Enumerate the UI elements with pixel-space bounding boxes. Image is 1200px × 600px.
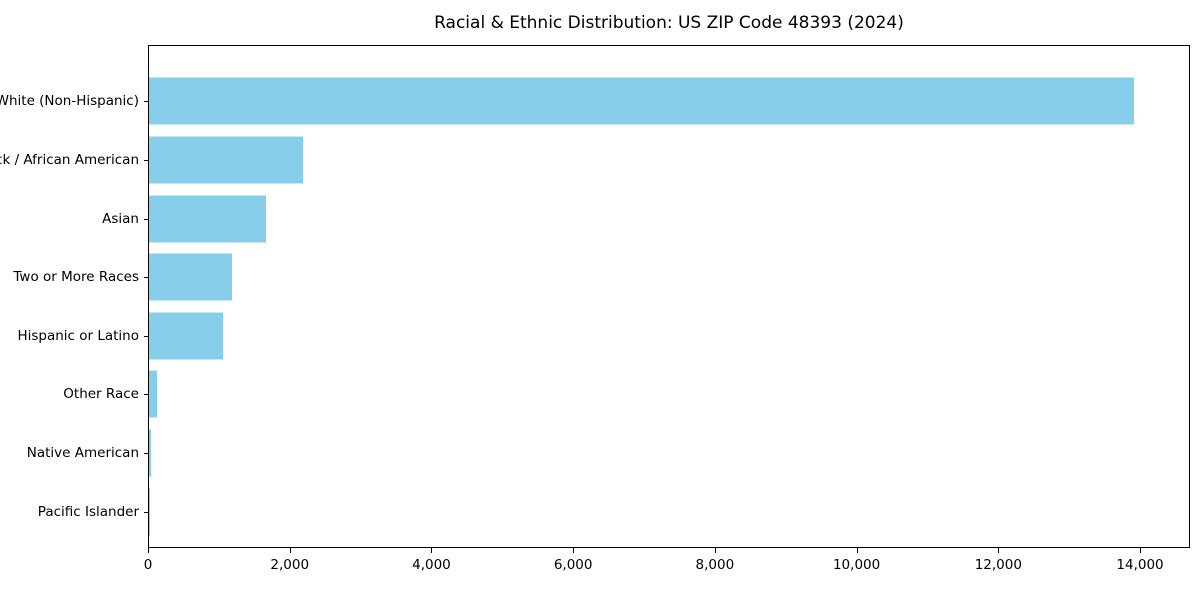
x-axis-tick-label: 10,000	[832, 557, 881, 573]
x-axis-tick-label: 2,000	[270, 557, 310, 573]
y-axis-label-black-african-american: Black / African American	[0, 151, 139, 168]
x-axis-tick-label: 8,000	[695, 557, 735, 573]
x-axis-tick	[998, 548, 1000, 553]
x-axis-tick-label: 14,000	[1116, 557, 1164, 573]
x-axis-tick	[1140, 548, 1142, 553]
chart-row: Asian	[102, 189, 1189, 248]
plot-area: White (Non-Hispanic) Black / African Amer…	[0, 45, 1190, 548]
bar-other-race	[149, 370, 157, 418]
bar-black-african-american	[149, 136, 304, 184]
y-axis-tick	[144, 277, 149, 279]
x-axis-tick-label: 6,000	[553, 557, 593, 573]
chart-row: Two or More Races	[13, 248, 1189, 307]
y-axis-label-asian: Asian	[102, 210, 139, 227]
y-axis-label-other-race: Other Race	[63, 386, 139, 403]
y-axis-tick	[144, 394, 149, 396]
x-axis-tick	[431, 548, 433, 553]
x-axis-tick-label: 12,000	[974, 557, 1022, 573]
bar-rows-container: White (Non-Hispanic) Black / African Amer…	[0, 46, 1189, 547]
x-axis-tick	[573, 548, 575, 553]
chart-row: Pacific Islander	[38, 482, 1189, 541]
bar-two-or-more-races	[149, 253, 233, 301]
y-axis-label-white-non-hispanic: White (Non-Hispanic)	[0, 93, 139, 110]
y-axis-label-native-american: Native American	[26, 445, 139, 462]
y-axis-tick	[144, 511, 149, 513]
chart-row: Hispanic or Latino	[17, 307, 1189, 366]
y-axis-tick	[144, 159, 149, 161]
x-axis: 0 2,000 4,000 6,000 8,000 10,000 12,000 14,000	[144, 548, 1190, 588]
y-axis-tick	[144, 453, 149, 455]
x-axis-tick	[714, 548, 716, 553]
x-axis-tick-label: 4,000	[412, 557, 451, 573]
y-axis-tick	[144, 101, 149, 103]
bar-white-non-hispanic	[149, 77, 1135, 125]
x-axis-tick	[289, 548, 291, 553]
x-axis-tick	[856, 548, 858, 553]
y-axis-label-two-or-more-races: Two or More Races	[13, 269, 139, 286]
y-axis-tick	[144, 218, 149, 220]
y-axis-label-pacific-islander: Pacific Islander	[37, 503, 139, 520]
bar-native-american	[149, 429, 151, 477]
x-axis-tick-label: 0	[143, 557, 153, 573]
bar-hispanic-or-latino	[149, 312, 224, 360]
y-axis-tick	[144, 335, 149, 337]
chart-row: White (Non-Hispanic)	[0, 72, 1189, 131]
chart-row: Black / African American	[0, 131, 1189, 190]
chart-row: Native American	[27, 424, 1189, 483]
chart-title: Racial & Ethnic Distribution: US ZIP Cod…	[434, 13, 904, 33]
bar-asian	[149, 195, 266, 243]
y-axis-label-hispanic-or-latino: Hispanic or Latino	[17, 327, 139, 344]
chart-row: Other Race	[63, 365, 1189, 424]
x-axis-tick	[148, 548, 149, 553]
